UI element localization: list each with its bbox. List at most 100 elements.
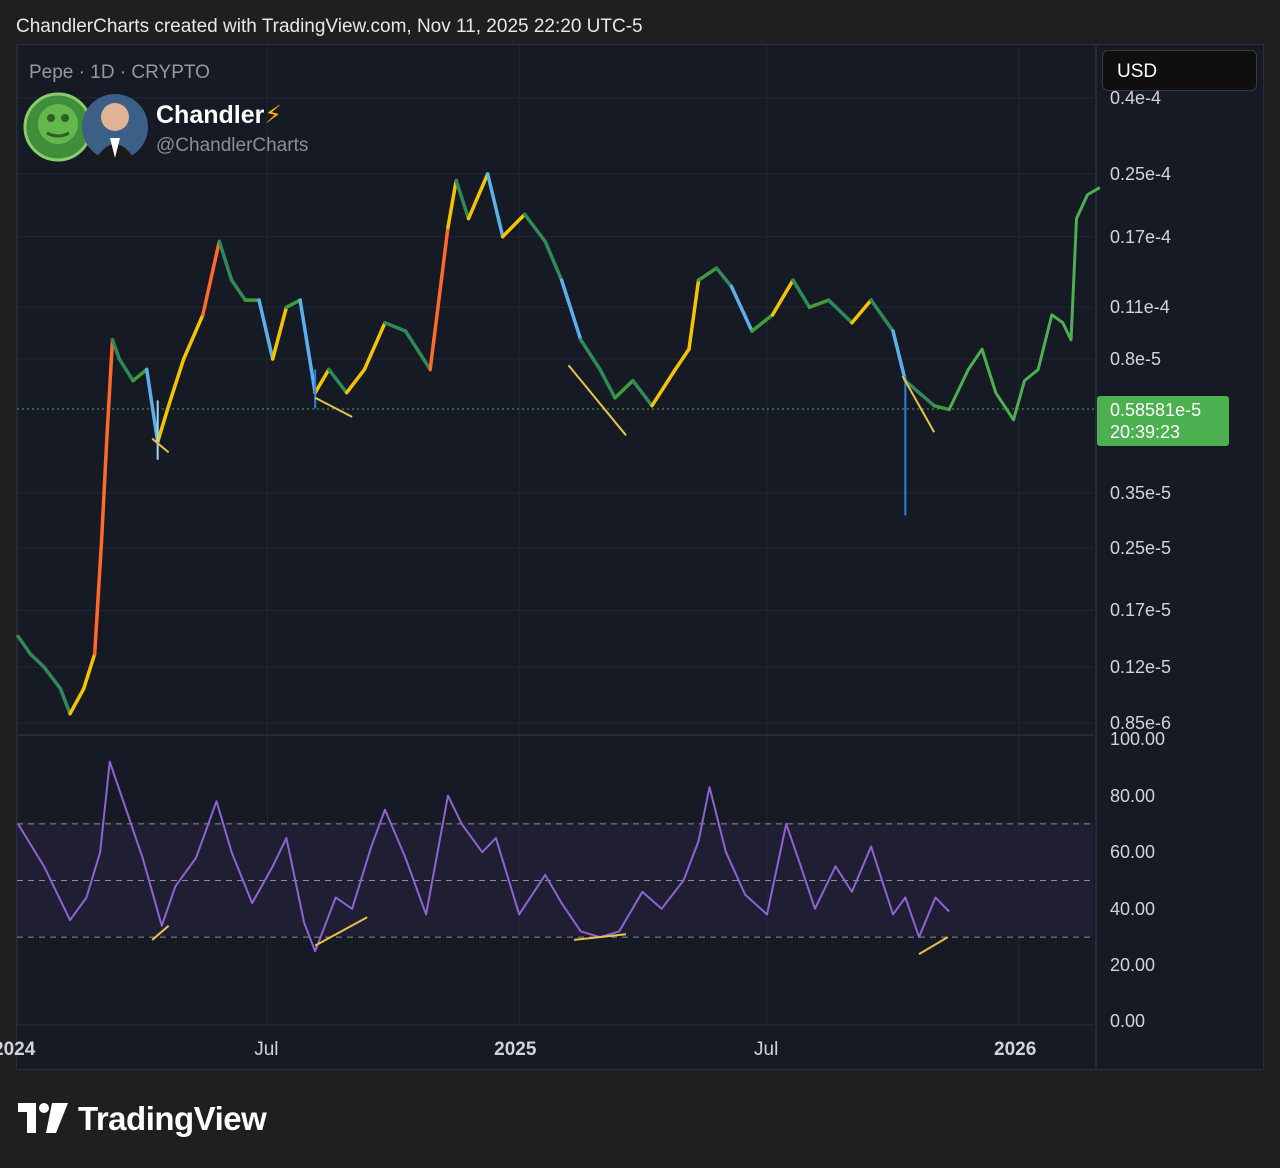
price-candle-segment [42, 665, 63, 691]
price-candle-segment [383, 321, 408, 333]
chart-credit: ChandlerCharts created with TradingView.… [16, 16, 643, 37]
price-divergence-line [151, 437, 170, 454]
price-candle-segment [485, 172, 505, 239]
price-candle-segment [454, 178, 471, 221]
price-candle-segment [16, 634, 33, 656]
price-candle-segment [270, 305, 289, 361]
price-candle-segment [229, 278, 248, 302]
price-candle-segment [673, 347, 691, 372]
price-candle-segment [903, 378, 921, 395]
rsi-divergence-line [314, 916, 368, 947]
time-axis-label: 2026 [994, 1039, 1037, 1060]
rsi-divergence-line [151, 925, 170, 941]
price-candle-segment [729, 284, 754, 333]
time-axis-label: Jul [754, 1039, 779, 1060]
price-candle-segment [869, 298, 895, 333]
rsi-axis-label: 80.00 [1110, 785, 1156, 806]
current-price-value: 0.58581e-5 [1110, 400, 1202, 420]
price-axis-label: 0.25e-4 [1110, 164, 1172, 184]
price-candle-segment [917, 390, 936, 408]
price-candle-segment [807, 298, 831, 310]
currency-button[interactable]: USD [1102, 50, 1257, 91]
price-axis-label: 0.8e-5 [1110, 348, 1162, 369]
price-axis-label: 0.17e-5 [1110, 600, 1172, 621]
price-candle-segment [217, 239, 234, 282]
candle-countdown: 20:39:23 [1110, 422, 1181, 442]
price-candle-segment [92, 539, 104, 656]
price-axis-label: 0.25e-5 [1110, 537, 1172, 558]
price-candle-segment [891, 329, 908, 383]
price-axis-label: 0.11e-4 [1110, 297, 1170, 318]
price-candle-segment [117, 357, 135, 383]
price-candle-segment [403, 329, 432, 372]
rsi-axis-label: 60.00 [1110, 842, 1156, 863]
price-candle-segment [559, 278, 583, 342]
price-axis-label: 0.12e-5 [1110, 657, 1172, 677]
price-divergence-line [314, 396, 353, 418]
author-name: Chandler⚡ [156, 100, 282, 130]
price-axis-label: 0.4e-4 [1110, 87, 1162, 108]
price-candle-segment [791, 278, 812, 310]
price-candle-segment [155, 403, 171, 444]
price-candle-segment [613, 378, 635, 400]
price-candle-segment [696, 266, 719, 282]
price-candle-segment [166, 357, 186, 408]
price-candle-segment [714, 266, 734, 289]
price-candle-segment [201, 239, 222, 317]
price-candle-segment [58, 686, 72, 716]
price-candle-segment [110, 338, 122, 361]
pepe-face-icon [38, 104, 78, 144]
price-candle-segment [650, 367, 678, 408]
price-candle-segment [466, 172, 490, 221]
price-divergence-line [567, 364, 627, 436]
price-candle-segment [631, 378, 654, 408]
price-candle-segment [687, 278, 701, 351]
price-candle-segment [313, 367, 331, 395]
price-candle-segment [770, 278, 795, 317]
time-axis-label: 2024 [0, 1039, 36, 1060]
price-candle-segment [99, 433, 109, 544]
price-candle-segment [28, 652, 46, 669]
rsi-line [17, 760, 950, 953]
price-candle-segment [826, 298, 854, 325]
author-name-text: Chandler [156, 101, 265, 129]
author-handle: @ChandlerCharts [156, 135, 309, 156]
rsi-divergence-line [918, 936, 949, 955]
lightning-icon: ⚡ [264, 101, 282, 129]
rsi-axis-label: 100.00 [1110, 729, 1166, 749]
rsi-divergence-line [573, 933, 627, 941]
current-price-tag: 0.58581e-5 20:39:23 [1097, 396, 1229, 446]
rsi-band-fill [17, 822, 1094, 936]
time-axis-label: Jul [254, 1039, 279, 1060]
tradingview-brand: TradingView [18, 1100, 267, 1138]
rsi-axis-label: 20.00 [1110, 955, 1156, 976]
price-candle-segment [579, 338, 602, 372]
price-candle-segment [257, 298, 275, 361]
price-candle-segment [284, 298, 302, 310]
rsi-axis-label: 0.00 [1110, 1011, 1146, 1031]
price-axis-label: 0.17e-4 [1110, 226, 1172, 247]
price-candle-segment [105, 338, 115, 438]
price-divergence-line [901, 375, 935, 433]
price-candle-segment [543, 239, 564, 282]
price-candle-segment [68, 686, 86, 716]
rsi-axis-label: 40.00 [1110, 898, 1156, 919]
time-axis-label: 2025 [494, 1039, 537, 1060]
price-candle-segment [932, 403, 951, 412]
price-candle-segment [81, 652, 97, 691]
price-axis-label: 0.35e-5 [1110, 483, 1172, 504]
price-candle-segment [144, 367, 160, 444]
price-candle-segment [522, 212, 547, 244]
price-candle-segment [501, 212, 527, 239]
price-candle-segment [298, 298, 317, 395]
price-candle-segment [362, 321, 387, 372]
price-candle-segment [181, 313, 205, 361]
symbol-legend[interactable]: Pepe · 1D · CRYPTO [29, 62, 210, 83]
price-candle-segment [428, 225, 450, 372]
brand-name: TradingView [78, 1100, 267, 1137]
price-candle-segment [446, 178, 458, 230]
price-candle-segment [344, 367, 367, 395]
price-candle-segment [131, 367, 149, 383]
price-candle-segment [598, 367, 617, 400]
